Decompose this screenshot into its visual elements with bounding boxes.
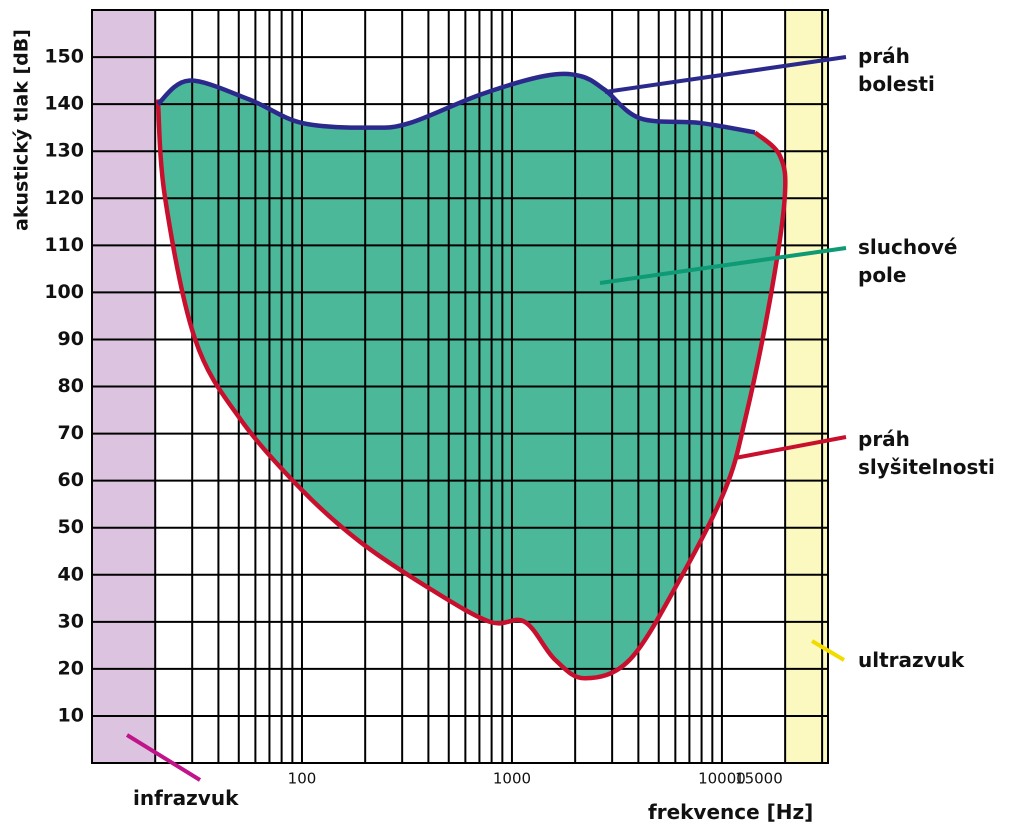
x-tick-label: 100: [288, 770, 317, 788]
curve: [156, 71, 756, 135]
area-label: sluchové pole: [858, 235, 958, 287]
series-label: práh slyšitelnosti: [858, 427, 995, 479]
y-tick-label: 150: [44, 46, 84, 68]
leader-line: [810, 639, 846, 662]
plot-frame: [91, 9, 829, 764]
y-axis-label: akustický tlak [dB]: [11, 29, 33, 231]
y-tick-label: 40: [58, 563, 84, 585]
y-tick-label: 30: [58, 610, 84, 632]
curve: [155, 99, 788, 681]
y-tick-label: 100: [44, 281, 84, 303]
leader-line: [734, 435, 847, 460]
leader-line: [604, 55, 847, 94]
y-tick-label: 10: [58, 704, 84, 726]
y-tick-label: 110: [44, 234, 84, 256]
hearing-field-area: [157, 73, 786, 679]
y-tick-label: 120: [44, 187, 84, 209]
x-axis-label: frekvence [Hz]: [648, 800, 814, 824]
series-label: práh bolesti: [858, 44, 935, 96]
y-tick-label: 130: [44, 140, 84, 162]
x-tick-label: 1000: [493, 770, 531, 788]
band-label: infrazvuk: [133, 786, 239, 810]
leader-line: [125, 733, 202, 782]
band-label: ultrazvuk: [858, 648, 965, 672]
x-tick-label: 10000: [698, 770, 746, 788]
y-tick-label: 60: [58, 469, 84, 491]
y-tick-label: 90: [58, 328, 84, 350]
y-tick-label: 140: [44, 93, 84, 115]
y-tick-label: 50: [58, 516, 84, 538]
y-tick-label: 20: [58, 657, 84, 679]
leader-line: [599, 246, 847, 285]
x-tick-label: 15000: [735, 770, 783, 788]
y-tick-label: 70: [58, 422, 84, 444]
y-tick-label: 80: [58, 375, 84, 397]
